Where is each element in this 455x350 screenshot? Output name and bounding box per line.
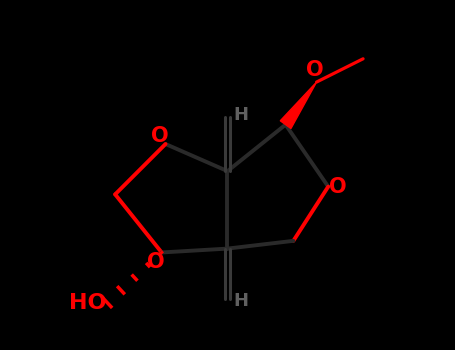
Text: HO: HO <box>69 293 107 313</box>
Text: O: O <box>151 126 168 146</box>
Text: H: H <box>233 292 248 310</box>
Text: O: O <box>306 61 324 80</box>
Text: O: O <box>147 252 165 272</box>
Text: O: O <box>329 177 347 197</box>
Polygon shape <box>280 82 317 128</box>
Text: H: H <box>233 106 248 124</box>
